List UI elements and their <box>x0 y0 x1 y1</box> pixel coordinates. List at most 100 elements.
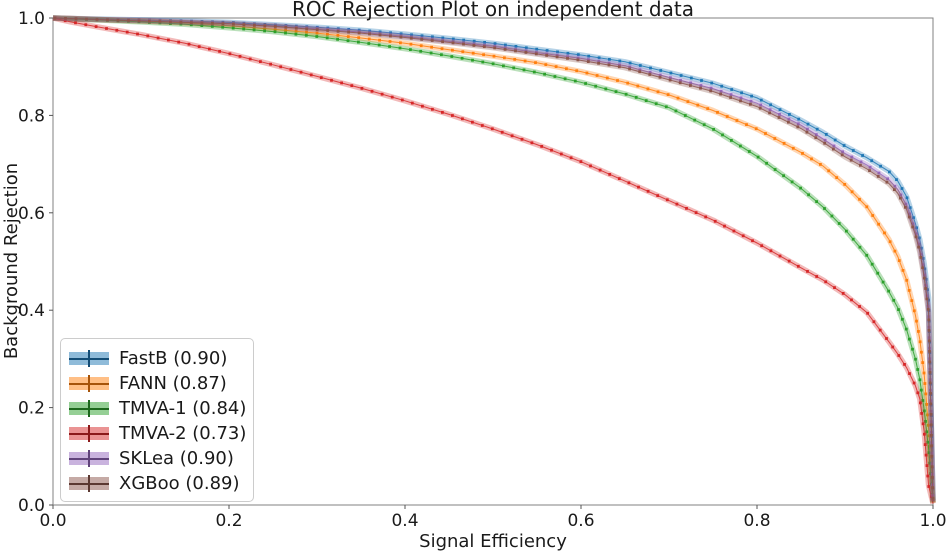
marker <box>284 28 287 32</box>
marker <box>927 451 931 455</box>
marker <box>925 297 929 301</box>
x-tick-label: 0.2 <box>215 511 242 531</box>
marker <box>870 159 874 163</box>
marker <box>638 70 642 74</box>
marker <box>929 402 933 406</box>
marker <box>218 50 221 53</box>
marker <box>565 67 568 71</box>
marker <box>911 222 915 226</box>
marker <box>242 23 246 26</box>
y-tick-label: 0.4 <box>18 301 45 321</box>
marker <box>930 433 933 437</box>
marker <box>904 327 908 331</box>
marker <box>706 107 710 110</box>
marker <box>378 38 381 42</box>
marker <box>858 197 861 201</box>
marker <box>656 90 660 94</box>
marker <box>929 495 933 499</box>
marker <box>823 141 827 145</box>
marker <box>923 267 927 271</box>
marker <box>346 39 350 43</box>
marker <box>865 205 869 209</box>
marker <box>927 423 930 427</box>
marker <box>768 108 772 112</box>
marker <box>638 64 642 67</box>
marker <box>669 71 673 75</box>
marker <box>694 211 698 214</box>
marker <box>773 137 777 140</box>
marker <box>921 257 925 260</box>
marker <box>678 81 682 85</box>
marker <box>901 269 905 272</box>
marker <box>905 196 909 200</box>
marker <box>604 87 608 91</box>
marker <box>905 278 909 282</box>
marker <box>253 23 256 27</box>
marker <box>347 28 351 31</box>
marker <box>858 245 862 249</box>
marker <box>891 345 895 349</box>
marker <box>410 33 413 37</box>
marker <box>576 56 580 60</box>
marker <box>490 127 494 131</box>
marker <box>899 193 903 197</box>
marker <box>799 186 802 190</box>
marker <box>876 271 880 275</box>
marker <box>575 69 579 73</box>
marker <box>928 360 932 364</box>
y-tick-label: 1.0 <box>18 9 45 29</box>
marker <box>679 74 683 77</box>
marker <box>534 52 538 56</box>
marker <box>805 130 809 134</box>
marker <box>885 337 888 340</box>
marker <box>760 244 764 248</box>
marker <box>815 275 819 278</box>
marker <box>870 262 874 266</box>
marker <box>263 27 267 30</box>
marker <box>921 361 925 364</box>
marker <box>923 432 926 436</box>
marker <box>842 144 846 147</box>
marker <box>242 27 246 31</box>
marker <box>917 245 920 249</box>
marker <box>758 106 762 110</box>
marker <box>750 94 753 98</box>
marker <box>493 46 497 50</box>
marker <box>903 363 906 366</box>
legend-label: TMVA-1 (0.84) <box>119 398 247 419</box>
marker <box>522 68 526 72</box>
marker <box>778 108 782 111</box>
marker <box>893 249 897 253</box>
marker <box>441 111 444 114</box>
marker <box>510 134 514 138</box>
marker <box>347 30 350 34</box>
marker <box>778 113 781 116</box>
marker <box>179 22 183 26</box>
marker <box>926 474 930 478</box>
marker <box>759 103 763 107</box>
x-tick-label: 1.0 <box>919 511 946 531</box>
marker <box>689 76 693 80</box>
marker <box>440 53 443 57</box>
marker <box>330 78 333 82</box>
marker <box>926 307 930 311</box>
marker <box>914 232 918 236</box>
marker <box>336 34 340 37</box>
marker <box>398 46 402 50</box>
marker <box>696 103 700 107</box>
marker <box>380 92 384 96</box>
marker <box>586 60 590 63</box>
marker <box>228 52 232 56</box>
marker <box>125 30 129 34</box>
marker <box>189 23 193 27</box>
marker <box>504 43 507 47</box>
marker <box>868 165 872 169</box>
marker <box>895 178 898 181</box>
marker <box>472 39 476 43</box>
marker <box>566 51 570 55</box>
marker <box>273 28 277 31</box>
marker <box>279 65 283 69</box>
marker <box>749 99 753 103</box>
marker <box>878 328 882 332</box>
marker <box>686 100 690 103</box>
